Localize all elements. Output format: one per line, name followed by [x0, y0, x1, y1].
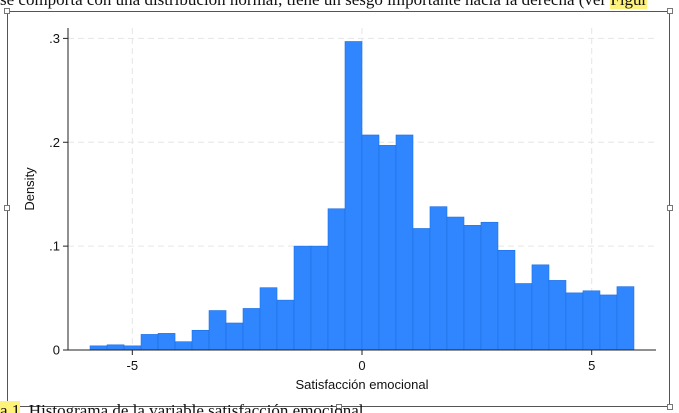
- histogram-bar: [395, 134, 414, 351]
- resize-handle-bottom-center[interactable]: [336, 404, 342, 410]
- x-tick-label: -5: [127, 358, 139, 373]
- figure-reference-highlight[interactable]: Figur: [610, 0, 648, 9]
- resize-handle-middle-right[interactable]: [667, 205, 673, 211]
- histogram-bar: [276, 299, 295, 351]
- histogram-bars: [89, 41, 635, 351]
- histogram-bar: [89, 345, 108, 351]
- histogram-bar: [378, 145, 397, 351]
- histogram-bar: [208, 310, 227, 351]
- histogram-bar: [514, 283, 533, 351]
- resize-handle-bottom-right[interactable]: [667, 404, 673, 410]
- histogram-bar: [548, 280, 567, 351]
- histogram-bar: [123, 345, 142, 351]
- document-text-line-bottom: a 1. Histograma de la variable satisfacc…: [0, 401, 679, 413]
- resize-handle-middle-left[interactable]: [4, 205, 10, 211]
- x-axis-label: Satisfacción emocional: [296, 377, 429, 392]
- resize-handle-top-left[interactable]: [4, 8, 10, 14]
- histogram-bar: [446, 216, 465, 351]
- histogram-bar: [531, 264, 550, 351]
- histogram-bar: [293, 245, 312, 351]
- x-tick-label: 0: [358, 358, 365, 373]
- x-tick-label: 5: [588, 358, 595, 373]
- resize-handle-top-right[interactable]: [667, 8, 673, 14]
- histogram-chart: 0 .1 .2 .3 -5 0 5 Satisfacción emocional Dens…: [22, 28, 656, 392]
- histogram-bar: [327, 208, 346, 351]
- document-text-line-top: se comporta con una distribución normal,…: [0, 0, 679, 10]
- histogram-bar: [242, 308, 261, 351]
- histogram-bar: [225, 322, 244, 351]
- histogram-bar: [480, 221, 499, 351]
- histogram-bar: [310, 245, 329, 351]
- y-tick-label: .3: [49, 31, 60, 46]
- histogram-bar: [140, 334, 159, 351]
- histogram-bar: [616, 286, 635, 351]
- histogram-bar: [344, 41, 363, 351]
- histogram-bar: [157, 333, 176, 351]
- document-text-before: se comporta con una distribución normal,…: [0, 0, 610, 9]
- histogram-bar: [497, 249, 516, 351]
- histogram-bar: [412, 228, 431, 351]
- figure-frame[interactable]: 0 .1 .2 .3 -5 0 5 Satisfacción emocional Dens…: [4, 8, 673, 410]
- figure-caption-text: . Histograma de la variable satisfacción…: [20, 401, 364, 413]
- histogram-bar: [429, 206, 448, 351]
- x-ticks: -5 0 5: [127, 350, 595, 373]
- histogram-bar: [463, 225, 482, 351]
- histogram-bar: [565, 292, 584, 351]
- histogram-bar: [599, 294, 618, 351]
- histogram-bar: [106, 344, 125, 351]
- y-tick-label: .1: [49, 239, 60, 254]
- histogram-bar: [259, 287, 278, 351]
- y-tick-label: .2: [49, 135, 60, 150]
- histogram-bar: [191, 329, 210, 351]
- figure-caption-highlight[interactable]: a 1: [0, 401, 21, 413]
- y-ticks: 0 .1 .2 .3: [49, 31, 68, 358]
- y-axis-label: Density: [22, 167, 37, 211]
- y-tick-label: 0: [53, 343, 60, 358]
- histogram-bar: [361, 134, 380, 351]
- histogram-bar: [174, 341, 193, 351]
- histogram-bar: [582, 290, 601, 351]
